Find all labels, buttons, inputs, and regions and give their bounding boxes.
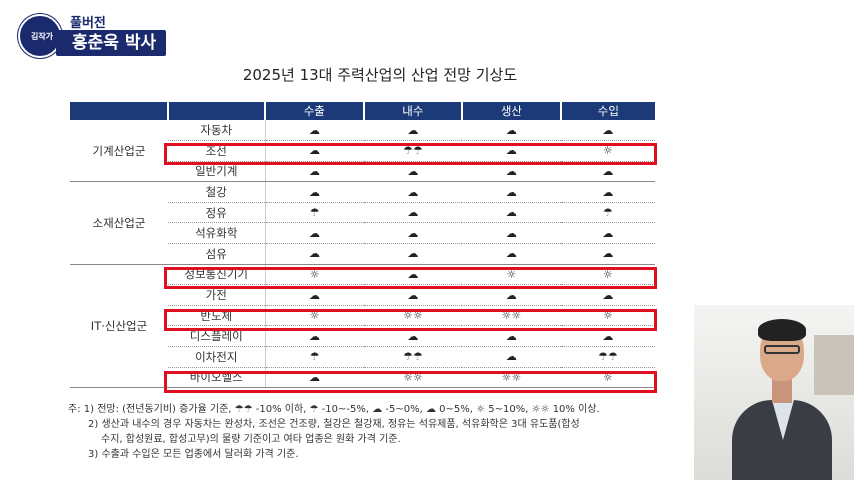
weather-icon: ☁ bbox=[265, 243, 364, 265]
weather-icon: ☁ bbox=[560, 222, 655, 245]
weather-icon: ☁ bbox=[363, 243, 463, 265]
channel-logo: 김작가 풀버전 홍춘욱 박사 bbox=[18, 10, 198, 58]
note-2b: 수지, 합성원료, 합성고무)의 물량 기준이고 여타 업종은 원화 가격 기준… bbox=[101, 434, 401, 445]
logo-badge-text: 김작가 bbox=[30, 32, 54, 41]
weather-icon: ☂ bbox=[265, 202, 364, 224]
header-group bbox=[70, 102, 169, 120]
weather-icon: ☁ bbox=[363, 202, 463, 224]
weather-icon: ☁ bbox=[265, 325, 364, 348]
page-title: 2025년 13대 주력산업의 산업 전망 기상도 bbox=[242, 66, 518, 84]
weather-icon: ☁ bbox=[265, 161, 364, 183]
industry-name: 디스플레이 bbox=[168, 325, 266, 348]
weather-icon: ☂ bbox=[265, 346, 364, 368]
weather-icon: ☂ bbox=[560, 202, 655, 224]
weather-icon: ☁ bbox=[462, 181, 561, 203]
footnotes: 주: 1) 전망: (전년동기비) 증가율 기준, ☂☂ -10% 이하, ☂ … bbox=[68, 402, 688, 462]
weather-icon: ☁ bbox=[560, 120, 655, 142]
group-name: 소재산업군 bbox=[70, 181, 168, 265]
weather-icon: ☁ bbox=[462, 284, 561, 306]
weather-icon: ☁ bbox=[462, 120, 561, 142]
table-row: 석유화학 ☁ ☁ ☁ ☁ bbox=[70, 222, 655, 245]
weather-icon: ☁ bbox=[265, 284, 364, 306]
industry-name: 섬유 bbox=[168, 243, 266, 265]
industry-name: 이차전지 bbox=[168, 346, 266, 368]
weather-icon: ☁ bbox=[560, 161, 655, 183]
weather-icon: ☂☂ bbox=[560, 346, 655, 368]
video-shelf bbox=[814, 335, 854, 395]
table-row: 일반기계 ☁ ☁ ☁ ☁ bbox=[70, 161, 655, 183]
header-import: 수입 bbox=[560, 102, 655, 120]
weather-icon: ☁ bbox=[462, 325, 561, 348]
weather-icon: ☁ bbox=[560, 181, 655, 203]
table-row: 정유 ☂ ☁ ☁ ☂ bbox=[70, 202, 655, 224]
presenter-video bbox=[694, 305, 854, 480]
weather-icon: ☁ bbox=[560, 243, 655, 265]
table-header-row: 수출 내수 생산 수입 bbox=[70, 102, 655, 120]
header-production: 생산 bbox=[462, 102, 562, 120]
weather-icon: ☁ bbox=[265, 181, 364, 203]
weather-icon: ☁ bbox=[462, 222, 561, 245]
group-name: IT·신산업군 bbox=[70, 264, 168, 389]
header-domestic: 내수 bbox=[363, 102, 464, 120]
table-row: 디스플레이 ☁ ☁ ☁ ☁ bbox=[70, 325, 655, 348]
logo-badge: 김작가 bbox=[18, 14, 62, 58]
industry-name: 정유 bbox=[168, 202, 266, 224]
highlight-ict-devices bbox=[164, 267, 657, 289]
industry-name: 철강 bbox=[168, 181, 266, 203]
weather-icon: ☁ bbox=[462, 346, 561, 368]
note-2a: 2) 생산과 내수의 경우 자동차는 완성차, 조선은 건조량, 철강은 철강재… bbox=[88, 419, 580, 430]
weather-icon: ☁ bbox=[363, 222, 463, 245]
logo-name: 홍춘욱 박사 bbox=[56, 30, 167, 56]
presenter-glasses bbox=[764, 345, 800, 354]
weather-icon: ☁ bbox=[265, 120, 364, 142]
highlight-semiconductor bbox=[164, 309, 657, 331]
weather-icon: ☁ bbox=[462, 161, 561, 183]
industry-name: 가전 bbox=[168, 284, 266, 306]
note-3: 3) 수출과 수입은 모든 업종에서 달러화 가격 기준. bbox=[88, 449, 299, 460]
table-row: 소재산업군 철강 ☁ ☁ ☁ ☁ bbox=[70, 181, 655, 265]
weather-icon: ☁ bbox=[363, 325, 463, 348]
header-export: 수출 bbox=[265, 102, 365, 120]
weather-icon: ☁ bbox=[560, 325, 655, 348]
industry-name: 일반기계 bbox=[168, 161, 266, 183]
weather-icon: ☁ bbox=[363, 181, 463, 203]
weather-icon: ☁ bbox=[363, 161, 463, 183]
table-row: 이차전지 ☂ ☂☂ ☁ ☂☂ bbox=[70, 346, 655, 368]
table-row: 기계산업군 자동차 ☁ ☁ ☁ ☁ bbox=[70, 120, 655, 183]
table-row: 섬유 ☁ ☁ ☁ ☁ bbox=[70, 243, 655, 265]
presenter-neck bbox=[772, 379, 792, 403]
weather-icon: ☁ bbox=[265, 222, 364, 245]
industry-name: 자동차 bbox=[168, 120, 266, 142]
weather-icon: ☁ bbox=[462, 243, 561, 265]
industry-name: 석유화학 bbox=[168, 222, 266, 245]
logo-top-text: 풀버전 bbox=[70, 16, 106, 31]
weather-icon: ☁ bbox=[363, 120, 463, 142]
weather-icon: ☂☂ bbox=[363, 346, 463, 368]
highlight-biohealth bbox=[164, 371, 657, 393]
note-1: 주: 1) 전망: (전년동기비) 증가율 기준, ☂☂ -10% 이하, ☂ … bbox=[68, 404, 600, 415]
header-industry bbox=[168, 102, 266, 120]
highlight-shipbuilding bbox=[164, 143, 657, 165]
weather-icon: ☁ bbox=[462, 202, 561, 224]
weather-icon: ☁ bbox=[560, 284, 655, 306]
group-name: 기계산업군 bbox=[70, 120, 168, 183]
presenter-hair bbox=[758, 319, 806, 341]
weather-icon: ☁ bbox=[363, 284, 463, 306]
table-row: 가전 ☁ ☁ ☁ ☁ bbox=[70, 284, 655, 306]
